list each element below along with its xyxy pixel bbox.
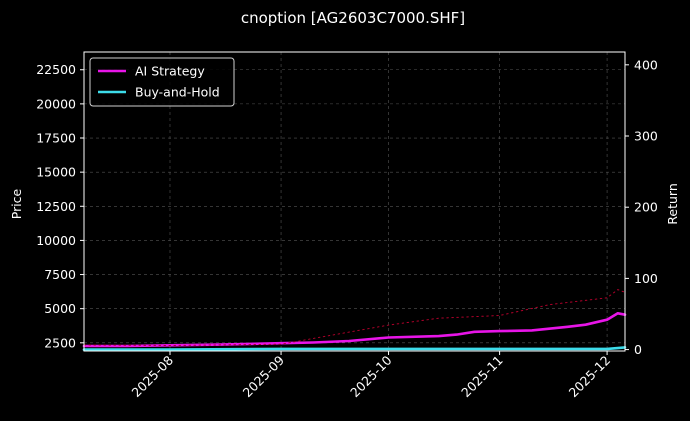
y-tick-label: 2500 <box>44 335 76 350</box>
legend: AI Strategy Buy-and-Hold <box>89 57 235 107</box>
y-tick-label: 5000 <box>44 301 76 316</box>
x-tick-label: 2025-12 <box>566 353 614 401</box>
x-tick-label: 2025-08 <box>129 352 177 400</box>
y-tick-label: 17500 <box>36 131 76 146</box>
y-tick-label: 22500 <box>36 62 76 77</box>
series-line-buy-and-hold <box>82 346 627 351</box>
x-tick-label: 2025-10 <box>347 352 395 400</box>
y2-tick-label: 100 <box>634 271 658 286</box>
y2-axis-label: Return <box>665 183 680 224</box>
y2-tick-label: 400 <box>634 57 658 72</box>
chart-title: cnoption [AG2603C7000.SHF] <box>241 9 465 27</box>
y-tick-label: 12500 <box>36 199 76 214</box>
series-line-price <box>83 289 626 346</box>
legend-label: Buy-and-Hold <box>135 85 220 100</box>
y2-tick-label: 0 <box>634 342 642 357</box>
x-tick-label: 2025-11 <box>458 353 506 401</box>
series-line-ai-strategy <box>82 311 627 348</box>
y-axis-label: Price <box>9 188 24 219</box>
y2-tick-label: 200 <box>634 200 658 215</box>
y-tick-label: 7500 <box>44 267 76 282</box>
legend-label: AI Strategy <box>135 64 205 79</box>
x-tick-label: 2025-09 <box>240 352 288 400</box>
y2-tick-label: 300 <box>634 129 658 144</box>
series-layer <box>82 289 627 351</box>
y-tick-label: 10000 <box>36 233 76 248</box>
plot-frame <box>83 51 626 352</box>
y-tick-label: 15000 <box>36 165 76 180</box>
y-tick-label: 20000 <box>36 96 76 111</box>
